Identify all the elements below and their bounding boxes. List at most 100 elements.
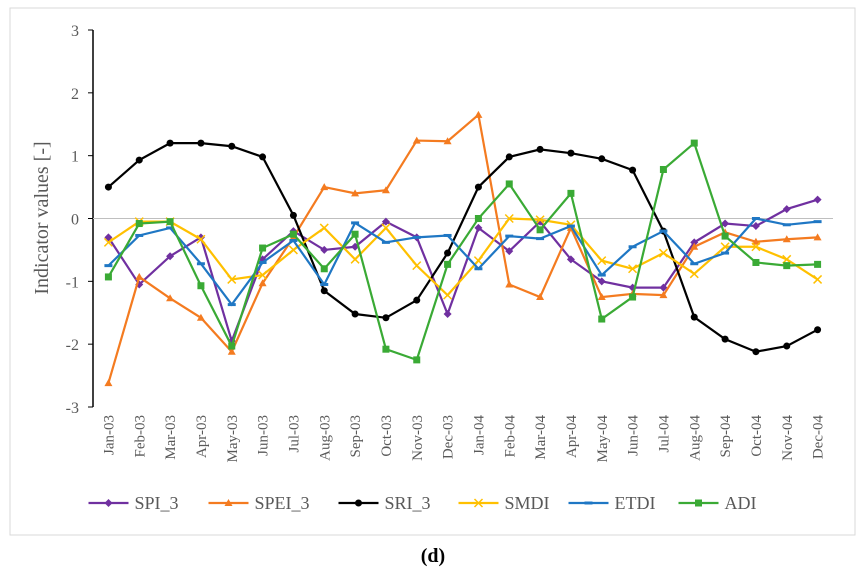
marker	[474, 215, 482, 222]
legend-item: ADI	[678, 493, 757, 513]
legend-item: ETDI	[568, 493, 655, 513]
legend-item: SPEI_3	[208, 493, 310, 513]
y-tick-label: 3	[71, 23, 79, 40]
x-tick-label: Jul-03	[286, 415, 302, 453]
marker	[505, 247, 514, 256]
marker	[104, 273, 112, 281]
x-tick-label: Aug-04	[687, 415, 703, 461]
marker	[412, 136, 421, 144]
series	[104, 217, 822, 307]
legend-label: SPI_3	[135, 493, 179, 513]
marker	[505, 153, 513, 161]
marker	[597, 256, 607, 266]
marker	[474, 110, 483, 118]
marker	[721, 335, 729, 343]
marker	[752, 348, 760, 356]
x-tick-label: Jun-03	[256, 415, 272, 456]
marker	[320, 265, 328, 273]
marker	[166, 218, 174, 226]
marker	[813, 274, 823, 284]
marker	[813, 233, 822, 241]
y-tick-label: -1	[66, 274, 79, 291]
x-tick-label: Aug-03	[317, 415, 333, 461]
marker	[166, 294, 175, 302]
marker	[289, 230, 297, 238]
marker	[103, 237, 113, 247]
marker	[659, 165, 667, 173]
line	[107, 142, 819, 353]
marker	[381, 186, 390, 194]
marker	[659, 283, 668, 292]
marker	[444, 260, 452, 268]
marker	[166, 139, 174, 147]
y-axis-label: Indicator values [-]	[31, 141, 53, 294]
marker	[104, 499, 113, 507]
marker	[689, 269, 699, 279]
marker	[597, 293, 606, 301]
marker	[814, 260, 822, 268]
marker	[413, 296, 421, 304]
marker	[474, 183, 482, 191]
marker	[382, 314, 390, 322]
marker	[504, 213, 514, 224]
marker	[658, 248, 668, 258]
line	[107, 217, 819, 297]
marker	[259, 244, 267, 252]
marker	[629, 293, 637, 301]
marker	[690, 242, 699, 250]
x-tick-label: Jan-03	[101, 415, 117, 455]
legend-label: ADI	[725, 493, 757, 513]
marker	[505, 180, 513, 188]
marker	[751, 237, 760, 245]
x-tick-label: May-04	[595, 415, 611, 463]
marker	[567, 149, 575, 157]
marker	[228, 142, 236, 150]
marker	[783, 342, 791, 350]
marker	[351, 310, 359, 318]
y-tick-label: -2	[66, 337, 79, 354]
marker	[535, 215, 545, 225]
x-tick-label: Dec-04	[811, 415, 827, 460]
marker	[135, 272, 144, 280]
marker	[350, 254, 360, 264]
series	[104, 139, 822, 356]
marker	[782, 254, 792, 264]
x-tick-label: Feb-03	[132, 415, 148, 458]
x-tick-label: May-03	[225, 415, 241, 463]
marker	[690, 238, 699, 247]
marker	[813, 195, 822, 204]
x-tick-label: Apr-04	[564, 415, 580, 459]
marker	[629, 166, 637, 174]
marker	[690, 313, 698, 321]
marker	[566, 255, 575, 264]
series	[104, 110, 822, 387]
marker	[104, 379, 113, 387]
legend-item: SRI_3	[338, 493, 431, 513]
marker	[659, 291, 668, 299]
y-tick-label: 0	[71, 212, 79, 229]
marker	[690, 139, 698, 147]
x-tick-label: Feb-04	[502, 415, 518, 458]
marker	[752, 258, 760, 266]
marker	[355, 499, 362, 507]
line	[107, 198, 818, 345]
marker	[721, 219, 730, 228]
marker	[196, 313, 205, 321]
marker	[258, 279, 267, 287]
marker	[751, 222, 760, 231]
marker	[628, 264, 638, 274]
marker	[782, 235, 791, 243]
marker	[320, 245, 329, 254]
marker	[351, 189, 360, 197]
line	[107, 112, 818, 384]
marker	[382, 345, 390, 353]
legend-label: SMDI	[505, 493, 550, 513]
series	[103, 213, 823, 300]
marker	[536, 145, 544, 153]
y-tick-label: 2	[71, 86, 79, 103]
marker	[783, 262, 791, 270]
marker	[567, 189, 575, 197]
marker	[381, 217, 390, 226]
marker	[258, 270, 268, 280]
marker	[473, 498, 484, 508]
